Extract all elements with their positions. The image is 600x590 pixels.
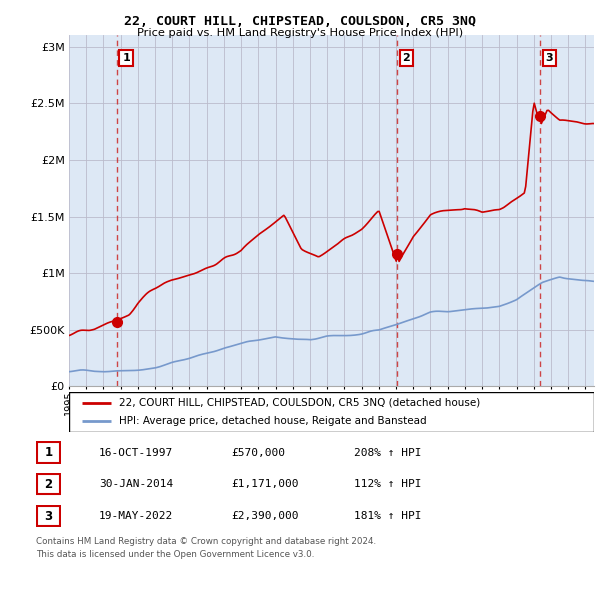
- Text: 2: 2: [403, 53, 410, 63]
- Text: 1: 1: [44, 446, 53, 459]
- Text: 181% ↑ HPI: 181% ↑ HPI: [354, 512, 421, 521]
- Text: £1,171,000: £1,171,000: [231, 480, 299, 489]
- Text: 208% ↑ HPI: 208% ↑ HPI: [354, 448, 421, 457]
- Text: 22, COURT HILL, CHIPSTEAD, COULSDON, CR5 3NQ (detached house): 22, COURT HILL, CHIPSTEAD, COULSDON, CR5…: [119, 398, 480, 408]
- Text: £570,000: £570,000: [231, 448, 285, 457]
- Text: 1: 1: [122, 53, 130, 63]
- Text: Contains HM Land Registry data © Crown copyright and database right 2024.: Contains HM Land Registry data © Crown c…: [36, 537, 376, 546]
- Text: 19-MAY-2022: 19-MAY-2022: [99, 512, 173, 521]
- Text: 112% ↑ HPI: 112% ↑ HPI: [354, 480, 421, 489]
- Text: 3: 3: [44, 510, 53, 523]
- Text: 3: 3: [545, 53, 553, 63]
- Text: 22, COURT HILL, CHIPSTEAD, COULSDON, CR5 3NQ: 22, COURT HILL, CHIPSTEAD, COULSDON, CR5…: [124, 15, 476, 28]
- Text: 30-JAN-2014: 30-JAN-2014: [99, 480, 173, 489]
- Text: 2: 2: [44, 478, 53, 491]
- Text: 16-OCT-1997: 16-OCT-1997: [99, 448, 173, 457]
- Text: HPI: Average price, detached house, Reigate and Banstead: HPI: Average price, detached house, Reig…: [119, 416, 427, 426]
- Text: Price paid vs. HM Land Registry's House Price Index (HPI): Price paid vs. HM Land Registry's House …: [137, 28, 463, 38]
- Text: £2,390,000: £2,390,000: [231, 512, 299, 521]
- Text: This data is licensed under the Open Government Licence v3.0.: This data is licensed under the Open Gov…: [36, 550, 314, 559]
